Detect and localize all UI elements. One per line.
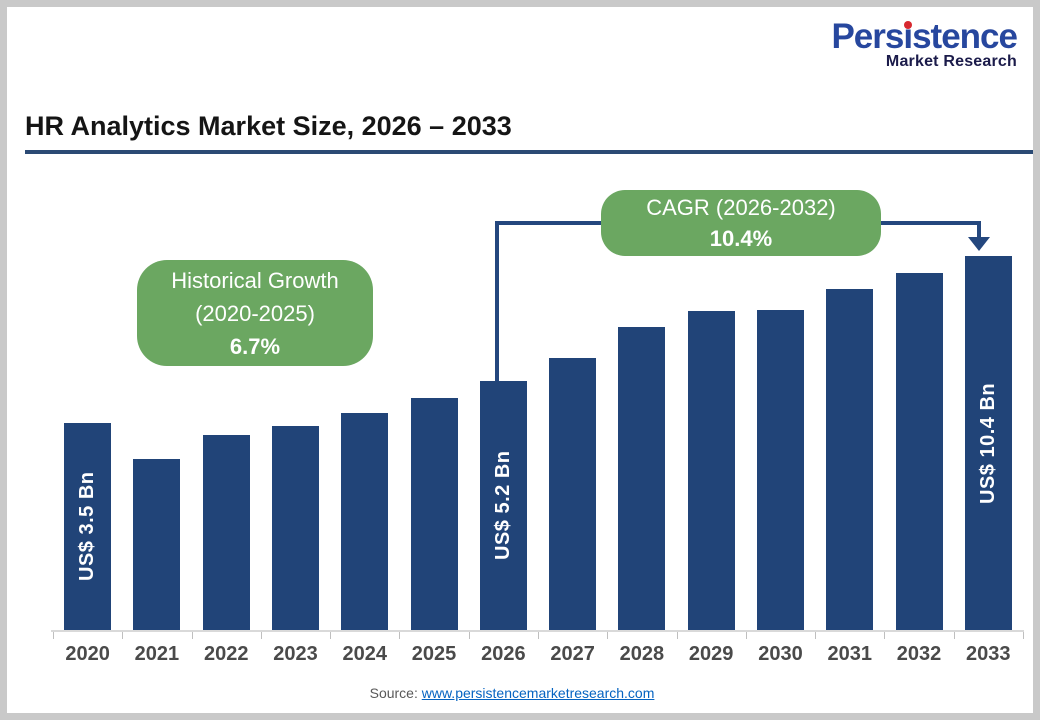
bar-2033: US$ 10.4 Bn xyxy=(964,256,1012,630)
x-axis-tick xyxy=(538,632,539,639)
bar-2020: US$ 3.5 Bn xyxy=(64,423,112,630)
connector-vertical-right xyxy=(977,223,981,237)
year-label-2031: 2031 xyxy=(827,643,872,665)
x-axis-tick xyxy=(191,632,193,639)
x-axis-tick xyxy=(953,632,955,639)
year-label-2024: 2024 xyxy=(342,643,388,665)
year-label-2025: 2025 xyxy=(411,643,457,665)
bar-chart-plot-area: US$ 3.5 Bn US$ 5.2 Bn US$ 10.4 Bn xyxy=(53,247,1023,630)
bars-row: US$ 3.5 Bn US$ 5.2 Bn US$ 10.4 Bn xyxy=(53,247,1023,630)
cagr-callout: CAGR (2026-2032) 10.4% xyxy=(601,190,881,256)
year-label-2030: 2030 xyxy=(758,643,803,665)
source-line: Source: www.persistencemarketresearch.co… xyxy=(7,685,1017,701)
page-title: HR Analytics Market Size, 2026 – 2033 xyxy=(25,111,512,141)
bar-column-2024 xyxy=(330,413,399,630)
bar-column-2025 xyxy=(399,398,468,630)
x-axis-tick xyxy=(122,632,124,639)
x-axis-tick xyxy=(468,632,470,639)
year-label-2029: 2029 xyxy=(688,643,734,665)
bar-2030 xyxy=(756,310,804,630)
bar-value-label-2033: US$ 10.4 Bn xyxy=(976,382,999,504)
x-axis-tick xyxy=(399,632,401,639)
bar-column-2030 xyxy=(746,310,815,630)
x-axis-line xyxy=(51,630,1024,632)
bar-2032 xyxy=(895,273,943,630)
historical-growth-value: 6.7% xyxy=(229,333,281,359)
historical-growth-line1: Historical Growth xyxy=(171,267,339,293)
cagr-value: 10.4% xyxy=(709,226,773,251)
bar-2026: US$ 5.2 Bn xyxy=(479,381,527,630)
bar-2031 xyxy=(826,289,874,630)
x-axis-year-labels: 2020 2021 2022 2023 2024 2025 2026 2027 2028 2029… xyxy=(53,643,1023,666)
year-label-2033: 2033 xyxy=(966,643,1011,665)
year-label-2020: 2020 xyxy=(65,643,110,665)
bar-column-2026: US$ 5.2 Bn xyxy=(469,381,538,630)
bar-2028 xyxy=(618,327,666,630)
x-axis-tick xyxy=(884,632,886,639)
bar-column-2020: US$ 3.5 Bn xyxy=(53,423,122,630)
x-axis-tick xyxy=(815,632,817,639)
x-axis-tick xyxy=(745,632,747,639)
bar-2021 xyxy=(133,459,181,630)
bar-column-2033: US$ 10.4 Bn xyxy=(954,256,1023,630)
logo-red-dot-i: i xyxy=(903,17,913,56)
bar-2023 xyxy=(271,426,319,630)
bar-2025 xyxy=(410,398,458,630)
bar-column-2022 xyxy=(192,435,261,630)
year-label-2027: 2027 xyxy=(550,643,595,665)
pmr-logo: Persistence Market Research xyxy=(831,17,1018,71)
logo-brand-post: stence xyxy=(912,17,1018,56)
bar-column-2027 xyxy=(538,358,607,630)
year-label-2032: 2032 xyxy=(896,643,942,665)
source-label: Source: xyxy=(369,685,418,701)
x-axis-tick xyxy=(260,632,262,639)
logo-brand-text: Persistence xyxy=(831,17,1018,56)
year-label-2022: 2022 xyxy=(203,643,249,665)
year-label-2023: 2023 xyxy=(273,643,318,665)
bar-2022 xyxy=(202,435,250,630)
bar-value-label-2026: US$ 5.2 Bn xyxy=(491,450,514,561)
historical-growth-line2: (2020-2025) xyxy=(195,300,315,326)
bar-column-2029 xyxy=(677,311,746,630)
title-underline xyxy=(25,150,1033,154)
bar-column-2021 xyxy=(122,459,191,630)
x-axis-tick xyxy=(1023,632,1024,639)
year-label-2026: 2026 xyxy=(481,643,526,665)
bar-column-2028 xyxy=(607,327,676,630)
bar-2024 xyxy=(341,413,389,630)
cagr-line1: CAGR (2026-2032) xyxy=(646,195,836,220)
bar-column-2023 xyxy=(261,426,330,630)
bar-column-2032 xyxy=(884,273,953,630)
logo-brand-pre: Pers xyxy=(831,17,904,56)
year-label-2021: 2021 xyxy=(134,643,180,665)
x-axis-tick xyxy=(676,632,678,639)
source-link[interactable]: www.persistencemarketresearch.com xyxy=(421,685,655,701)
year-label-2028: 2028 xyxy=(619,643,665,665)
connector-arrowhead-icon xyxy=(968,237,990,251)
x-axis-tick xyxy=(607,632,609,639)
bar-column-2031 xyxy=(815,289,884,630)
x-axis-tick xyxy=(330,632,332,639)
logo-brand-i: i xyxy=(903,17,913,56)
connector-vertical-left xyxy=(495,223,499,381)
bar-2029 xyxy=(687,311,735,630)
bar-2027 xyxy=(549,358,597,630)
bar-value-label-2020: US$ 3.5 Bn xyxy=(76,471,99,582)
historical-growth-callout: Historical Growth (2020-2025) 6.7% xyxy=(137,260,373,366)
x-axis-tick xyxy=(53,632,54,639)
logo-subtitle: Market Research xyxy=(885,53,1017,70)
